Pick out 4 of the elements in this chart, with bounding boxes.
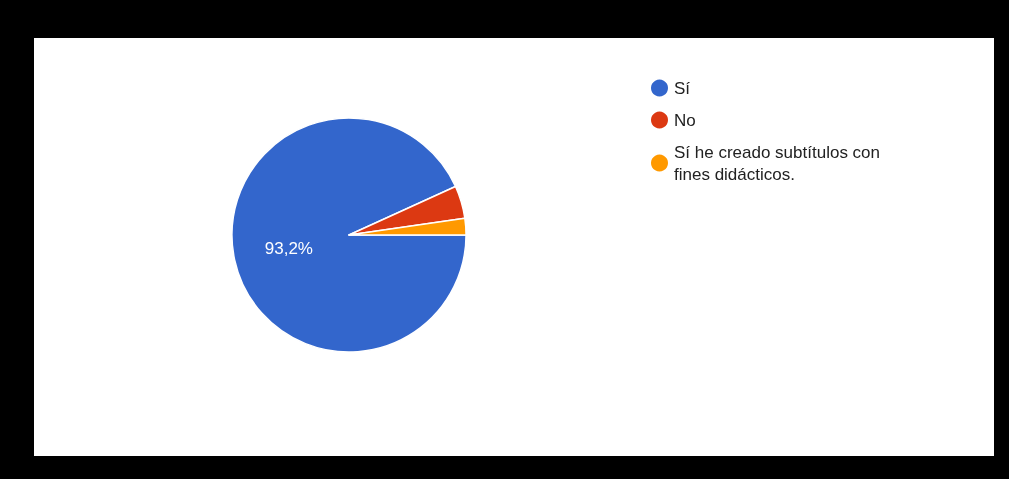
- legend-label: No: [674, 110, 696, 130]
- data-label: 93,2%: [264, 238, 313, 258]
- legend-label: Sí he creado subtítulos con fines didácticos.: [674, 142, 885, 184]
- legend-label: Sí: [674, 78, 691, 98]
